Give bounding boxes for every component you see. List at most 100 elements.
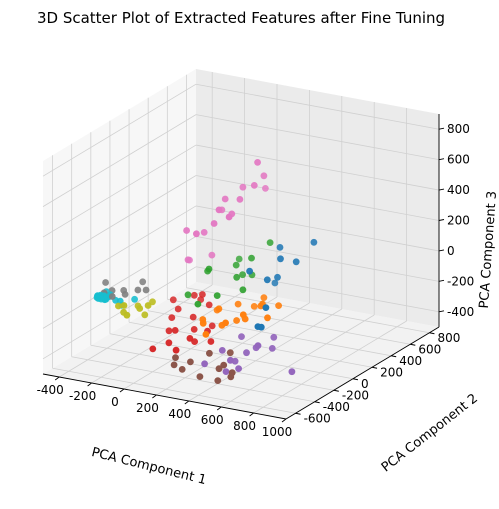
data-point <box>239 311 247 319</box>
data-point <box>254 342 262 349</box>
grid-line-y-floor <box>109 333 354 380</box>
data-point <box>199 319 207 327</box>
x-tick-mark <box>152 394 157 399</box>
data-point <box>233 273 241 281</box>
grid-line-x-floor <box>220 314 375 408</box>
data-point <box>172 346 180 354</box>
grid-line-z-back <box>195 114 440 161</box>
data-point <box>254 159 261 166</box>
data-point <box>235 255 243 263</box>
data-point <box>268 345 276 352</box>
x-tick-mark <box>281 418 287 423</box>
y-axis-line <box>285 326 440 420</box>
data-point <box>201 360 209 368</box>
data-point <box>207 338 215 345</box>
data-point <box>220 361 228 369</box>
data-point <box>271 279 279 287</box>
data-point <box>102 279 109 286</box>
x-tick-label: -200 <box>69 389 96 403</box>
grid-line-y-floor <box>148 310 392 357</box>
z-tick-label: 400 <box>447 183 470 197</box>
z-tick-label: 0 <box>447 244 455 258</box>
data-point <box>172 354 179 361</box>
x-tick-mark <box>87 382 92 387</box>
data-point <box>263 276 271 284</box>
data-point <box>120 302 128 309</box>
data-point <box>218 347 226 354</box>
data-point <box>275 302 282 309</box>
y-tick-mark <box>314 401 320 404</box>
data-point <box>205 301 213 309</box>
data-point <box>208 322 216 330</box>
data-point <box>262 185 269 192</box>
grid-line-z-back <box>195 235 440 282</box>
data-point <box>239 271 247 279</box>
y-tick-label: 800 <box>437 331 460 345</box>
grid-line-z-back <box>195 83 440 130</box>
data-point <box>183 227 191 234</box>
z-tick-mark <box>438 310 445 313</box>
z-tick-mark <box>438 249 445 252</box>
data-point <box>199 291 206 298</box>
x-tick-label: 0 <box>111 395 119 409</box>
x-axis-label: PCA Component 1 <box>90 445 208 488</box>
x-axis-line <box>42 373 287 420</box>
data-point <box>108 293 116 300</box>
data-point <box>214 377 222 384</box>
data-point <box>222 319 230 327</box>
data-point <box>213 292 221 299</box>
data-point <box>215 305 223 313</box>
x-tick-label: -400 <box>37 383 64 397</box>
data-point <box>277 255 284 263</box>
data-point <box>234 300 242 308</box>
data-point <box>260 172 268 180</box>
data-point <box>168 314 176 321</box>
grid-line-z-back <box>195 175 440 221</box>
z-tick-label: -400 <box>447 305 474 319</box>
grid-line-z-left <box>42 144 197 238</box>
grid-line-y-floor <box>186 287 430 334</box>
grid-line-z-back <box>195 205 440 252</box>
y-tick-label: -400 <box>323 400 350 414</box>
data-point <box>187 358 194 366</box>
data-point <box>236 196 244 203</box>
z-axis-label: PCA Component 3 <box>477 190 499 309</box>
data-point <box>260 294 268 301</box>
data-point <box>235 365 243 372</box>
data-point <box>226 349 234 357</box>
x-tick-label: 200 <box>136 401 159 415</box>
data-points <box>93 159 318 384</box>
x-tick-mark <box>54 376 60 381</box>
data-point <box>193 230 200 238</box>
grid-line-z-left <box>42 266 197 360</box>
data-point <box>139 278 147 286</box>
data-point <box>190 291 198 299</box>
grid-line-z-left <box>42 205 197 299</box>
data-point <box>227 356 234 364</box>
data-point <box>215 365 223 373</box>
data-point <box>184 291 192 299</box>
data-point <box>210 220 218 227</box>
data-point <box>141 311 149 319</box>
data-point <box>123 311 131 319</box>
data-point <box>190 326 198 333</box>
grid-line-z-back <box>195 144 440 191</box>
y-tick-mark <box>352 378 359 381</box>
z-tick-label: -200 <box>447 274 474 288</box>
y-tick-label: -200 <box>342 388 369 402</box>
x-tick-label: 1000 <box>262 425 293 439</box>
data-point <box>310 238 318 246</box>
data-point <box>134 286 142 294</box>
z-tick-label: 800 <box>447 122 470 136</box>
y-tick-mark <box>410 343 416 346</box>
data-point <box>93 294 101 301</box>
y-tick-mark <box>429 332 435 335</box>
data-point <box>121 291 129 298</box>
data-point <box>257 323 265 331</box>
z-tick-mark <box>438 127 445 130</box>
data-point <box>142 286 150 294</box>
data-point <box>276 244 284 251</box>
data-point <box>248 254 255 262</box>
data-point <box>227 373 235 381</box>
